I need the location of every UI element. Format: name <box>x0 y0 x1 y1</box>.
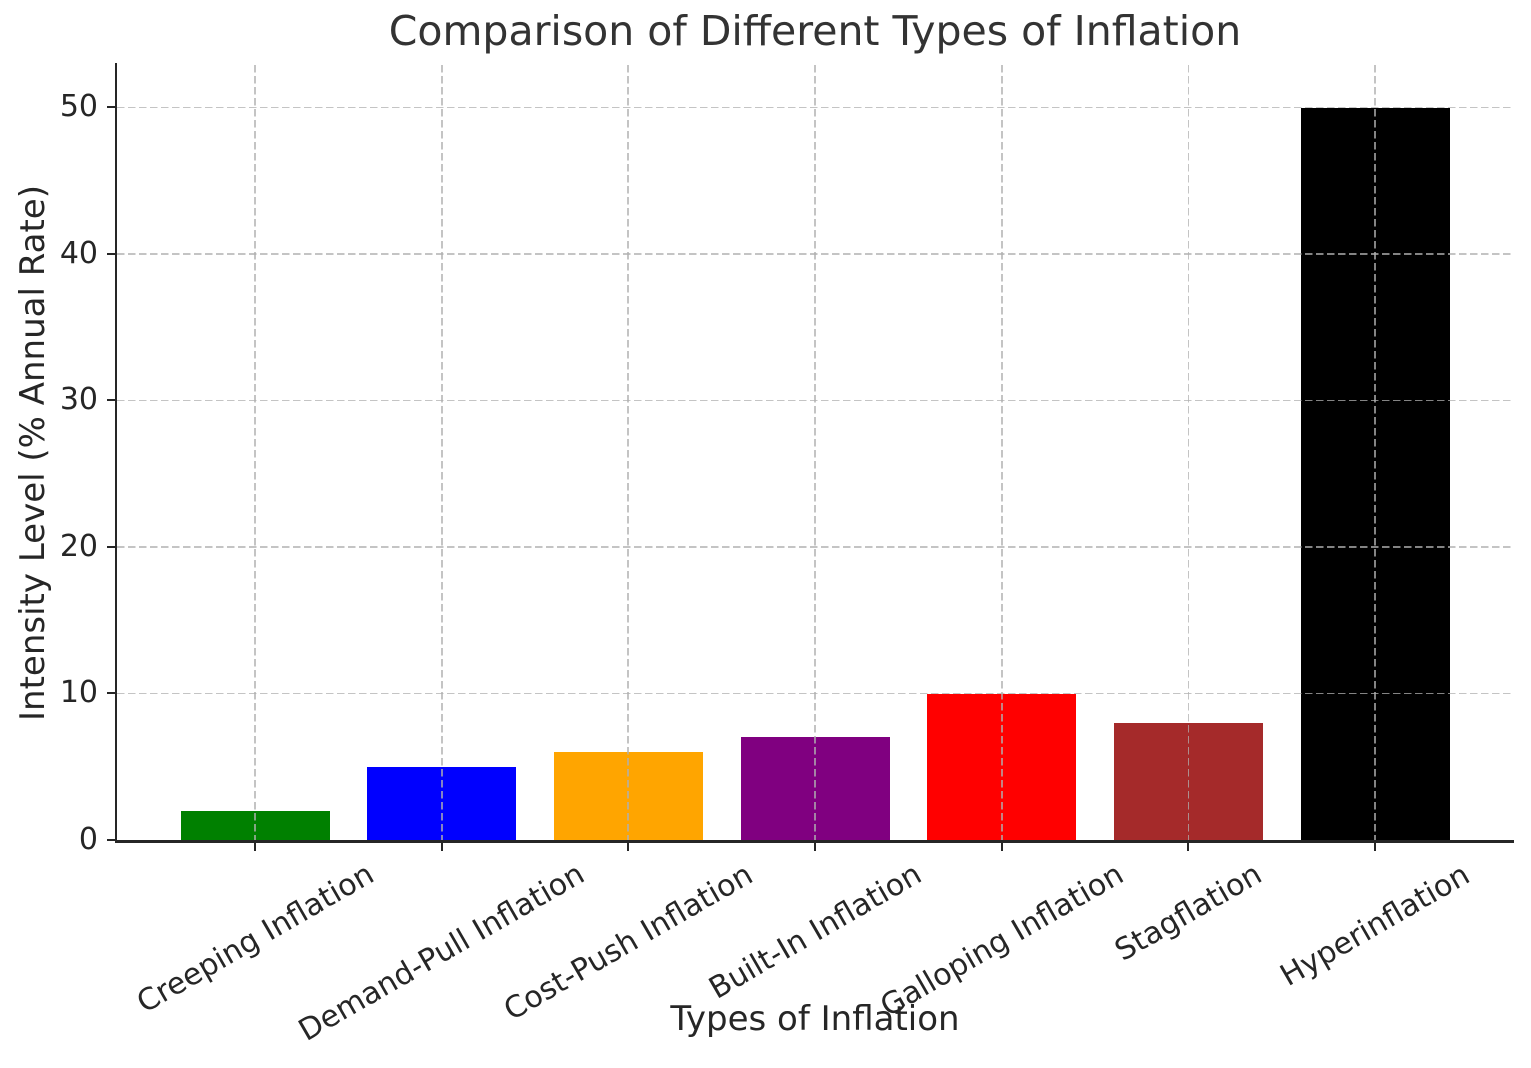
y-tick-50 <box>106 106 115 109</box>
x-tick-galloping-inflation <box>1000 842 1003 851</box>
chart-title: Comparison of Different Types of Inflati… <box>388 7 1242 55</box>
gridline-x-cost-push-inflation <box>627 65 630 840</box>
y-tick-30 <box>106 399 115 402</box>
y-tick-label-10: 10 <box>59 675 98 711</box>
gridline-x-stagflation <box>1187 65 1190 840</box>
x-tick-label-hyperinflation: Hyperinflation <box>1274 856 1476 994</box>
y-tick-label-30: 30 <box>59 382 98 418</box>
y-tick-label-20: 20 <box>59 528 98 564</box>
y-tick-label-50: 50 <box>59 89 98 125</box>
x-tick-cost-push-inflation <box>627 842 630 851</box>
x-axis-label: Types of Inflation <box>670 999 960 1039</box>
y-tick-label-0: 0 <box>78 822 98 857</box>
x-tick-built-in-inflation <box>814 842 816 851</box>
y-tick-10 <box>106 692 115 695</box>
x-tick-stagflation <box>1187 842 1190 851</box>
y-tick-0 <box>106 839 115 841</box>
y-axis-label: Intensity Level (% Annual Rate) <box>6 65 60 840</box>
x-tick-label-stagflation: Stagflation <box>1109 856 1268 969</box>
x-tick-demand-pull-inflation <box>440 842 443 851</box>
gridline-x-built-in-inflation <box>814 65 816 840</box>
gridline-x-creeping-inflation <box>254 65 256 840</box>
y-tick-20 <box>106 545 115 548</box>
gridline-x-hyperinflation <box>1374 65 1376 840</box>
x-tick-creeping-inflation <box>254 842 256 851</box>
y-tick-label-40: 40 <box>59 235 98 271</box>
plot-area <box>117 65 1513 840</box>
x-axis-spine <box>114 840 1514 843</box>
x-tick-hyperinflation <box>1374 842 1377 851</box>
y-axis-spine <box>114 63 117 843</box>
gridline-x-galloping-inflation <box>1000 65 1003 840</box>
gridline-x-demand-pull-inflation <box>440 65 443 840</box>
y-tick-40 <box>106 252 115 255</box>
